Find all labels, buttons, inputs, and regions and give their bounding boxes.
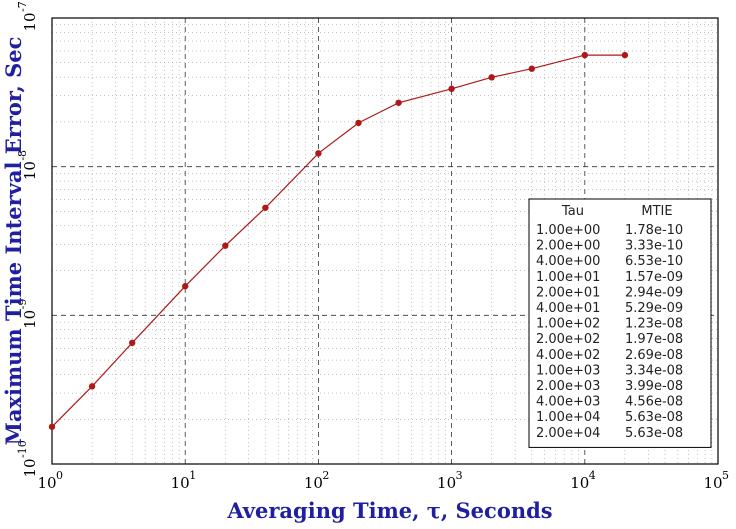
data-point xyxy=(528,65,535,72)
y-tick-label: 10-7 xyxy=(16,1,39,31)
y-tick-exponent: -8 xyxy=(16,150,29,161)
table-cell-mtie: 4.56e-08 xyxy=(625,395,683,410)
table-cell-tau: 1.00e+01 xyxy=(536,270,600,285)
y-tick-exponent: -7 xyxy=(16,1,29,12)
x-tick-exponent: 5 xyxy=(722,469,729,482)
x-tick-base: 10 xyxy=(570,474,589,492)
x-tick-base: 10 xyxy=(437,474,456,492)
data-point xyxy=(621,51,629,59)
table-cell-mtie: 1.97e-08 xyxy=(625,332,683,347)
data-point xyxy=(581,51,588,59)
table-cell-mtie: 5.63e-08 xyxy=(625,410,683,425)
table-cell-tau: 4.00e+02 xyxy=(536,348,600,363)
x-tick-exponent: 0 xyxy=(56,469,63,482)
table-cell-mtie: 1.57e-09 xyxy=(625,270,683,285)
x-tick-exponent: 2 xyxy=(322,469,329,482)
data-point xyxy=(182,283,189,290)
x-tick-exponent: 3 xyxy=(456,469,463,482)
data-point xyxy=(48,423,56,430)
grid xyxy=(52,18,718,464)
table-cell-mtie: 3.33e-10 xyxy=(625,239,683,254)
x-tick-label: 10 4 xyxy=(570,469,596,492)
table-cell-tau: 4.00e+01 xyxy=(536,301,600,316)
series-line xyxy=(51,54,625,428)
data-point xyxy=(355,119,362,127)
table-cell-mtie: 5.29e-09 xyxy=(625,301,683,316)
table-cell-tau: 2.00e+02 xyxy=(536,332,600,347)
table-cell-tau: 2.00e+04 xyxy=(536,426,600,441)
table-cell-mtie: 5.63e-08 xyxy=(625,426,683,441)
x-tick-base: 10 xyxy=(171,474,190,492)
y-tick-base: 10 xyxy=(21,458,39,477)
y-tick-base: 10 xyxy=(21,161,39,180)
table-cell-mtie: 1.78e-10 xyxy=(625,223,683,238)
table-cell-tau: 1.00e+03 xyxy=(536,363,600,378)
data-point xyxy=(222,242,229,249)
y-tick-label: 10-8 xyxy=(16,150,39,180)
x-tick-label: 10 0 xyxy=(37,469,63,492)
x-tick-label: 10 1 xyxy=(171,469,197,492)
y-tick-exponent: -9 xyxy=(16,299,29,310)
y-tick-base: 10 xyxy=(21,12,39,31)
data-point xyxy=(128,339,136,347)
x-tick-label: 10 3 xyxy=(437,469,463,492)
data-point xyxy=(488,74,495,81)
table-cell-mtie: 3.34e-08 xyxy=(625,363,683,378)
x-tick-exponent: 4 xyxy=(589,469,596,482)
x-tick-base: 10 xyxy=(304,474,323,492)
table-cell-tau: 2.00e+00 xyxy=(536,239,600,254)
x-axis-title: Averaging Time, τ, Seconds xyxy=(226,498,552,523)
table-cell-mtie: 6.53e-10 xyxy=(625,254,683,269)
data-point xyxy=(262,204,269,211)
table-cell-tau: 1.00e+04 xyxy=(536,410,600,425)
table-cell-mtie: 2.94e-09 xyxy=(625,285,683,300)
table-cell-mtie: 3.99e-08 xyxy=(625,379,683,394)
table-header-tau: Tau xyxy=(561,204,584,219)
table-cell-tau: 1.00e+02 xyxy=(536,317,600,332)
data-point xyxy=(88,383,96,390)
y-tick-label: 10-9 xyxy=(16,299,39,329)
x-tick-base: 10 xyxy=(703,474,722,492)
table-cell-mtie: 1.23e-08 xyxy=(625,317,683,332)
y-tick-label: 10-10 xyxy=(16,440,39,477)
x-tick-label: 10 2 xyxy=(304,469,330,492)
data-point xyxy=(448,85,455,93)
x-tick-base: 10 xyxy=(37,474,56,492)
data-point xyxy=(315,150,322,157)
x-tick-exponent: 1 xyxy=(189,469,196,482)
y-axis-title: Maximum Time Interval Error, Sec xyxy=(1,37,26,446)
x-tick-labels: 10 0 10 1 10 2 10 3 10 4 10 5 xyxy=(37,469,729,492)
table-cell-tau: 2.00e+01 xyxy=(536,285,600,300)
y-tick-base: 10 xyxy=(21,310,39,329)
mtie-table: Tau MTIE 1.00e+00 1.78e-10 2.00e+00 3.33e-10 4… xyxy=(528,198,712,448)
table-cell-mtie: 2.69e-08 xyxy=(625,348,683,363)
table-cell-tau: 2.00e+03 xyxy=(536,379,600,394)
table-cell-tau: 4.00e+03 xyxy=(536,395,600,410)
table-cell-tau: 4.00e+00 xyxy=(536,254,600,269)
data-point xyxy=(395,99,402,106)
x-tick-label: 10 5 xyxy=(703,469,729,492)
plot-frame xyxy=(51,17,719,465)
series-layer xyxy=(48,51,629,430)
table-cell-tau: 1.00e+00 xyxy=(536,223,600,238)
table-header-mtie: MTIE xyxy=(641,204,672,219)
y-tick-exponent: -10 xyxy=(16,440,29,458)
table-frame xyxy=(528,198,712,448)
